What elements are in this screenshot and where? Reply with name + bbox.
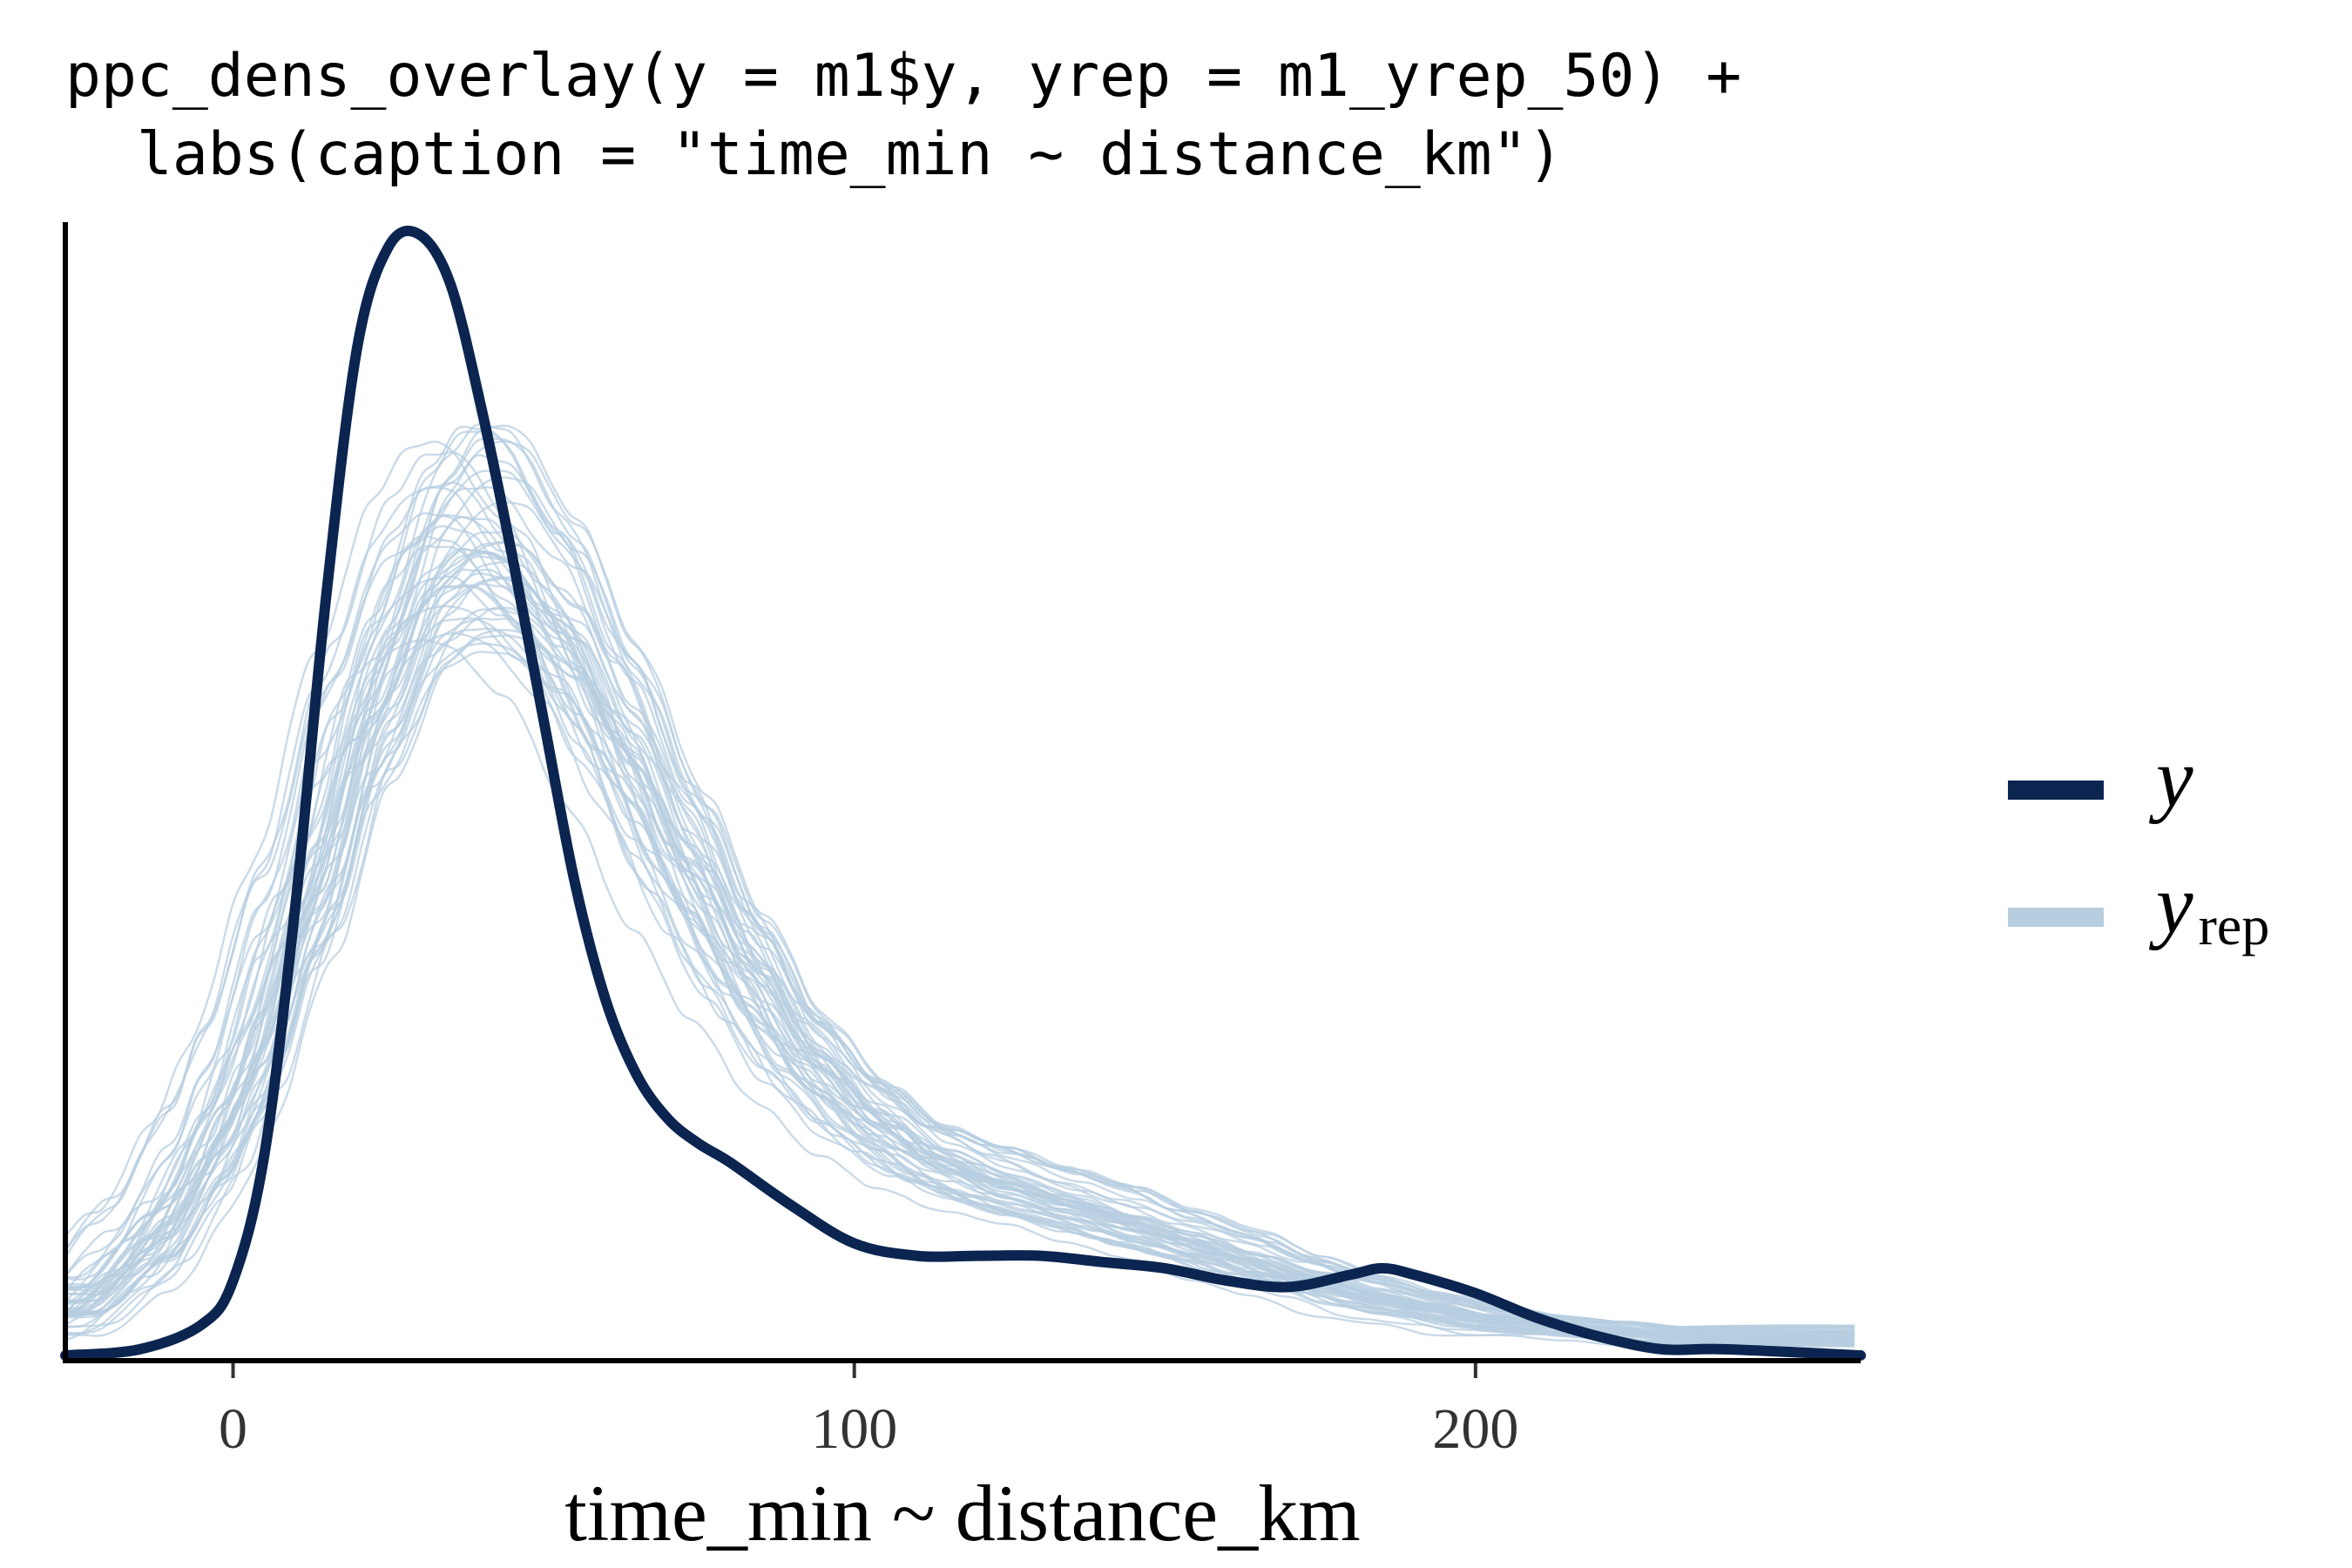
x-ticks: 0 100 200: [219, 1363, 1518, 1461]
yrep-line: [64, 544, 1855, 1342]
yrep-line: [64, 568, 1855, 1342]
title-line-1: ppc_dens_overlay(y = m1$y, yrep = m1_yre…: [65, 42, 1741, 111]
legend-yrep-label: yrep: [2148, 857, 2269, 956]
yrep-line: [64, 584, 1855, 1342]
x-tick-label: 0: [219, 1397, 247, 1461]
x-tick-label: 200: [1432, 1397, 1518, 1461]
yrep-line: [64, 436, 1855, 1329]
yrep-line: [64, 542, 1855, 1340]
yrep-line: [64, 583, 1855, 1342]
yrep-line: [64, 422, 1855, 1328]
y-line-layer: [60, 226, 1866, 1361]
yrep-line: [64, 540, 1855, 1338]
legend: y yrep: [2008, 731, 2269, 956]
yrep-line: [64, 627, 1855, 1346]
legend-y-label: y: [2148, 731, 2193, 824]
yrep-line: [64, 555, 1855, 1339]
x-axis-title: time_min ~ distance_km: [564, 1469, 1360, 1558]
yrep-line: [64, 577, 1855, 1341]
y-line: [60, 226, 1866, 1361]
title-line-2: labs(caption = "time_min ~ distance_km"): [65, 120, 1563, 189]
yrep-line: [64, 547, 1855, 1339]
yrep-line: [64, 549, 1855, 1338]
x-tick-label: 100: [811, 1397, 897, 1461]
legend-yrep-main: y: [2148, 857, 2193, 950]
yrep-line: [64, 551, 1855, 1340]
yrep-line: [64, 639, 1855, 1348]
yrep-line: [64, 576, 1855, 1343]
yrep-line: [64, 585, 1855, 1343]
legend-yrep-subscript: rep: [2199, 895, 2270, 956]
yrep-line: [64, 634, 1855, 1346]
yrep-line: [64, 632, 1855, 1346]
yrep-line: [64, 575, 1855, 1343]
yrep-line: [64, 486, 1855, 1333]
yrep-line: [64, 650, 1855, 1348]
yrep-line: [64, 551, 1855, 1338]
